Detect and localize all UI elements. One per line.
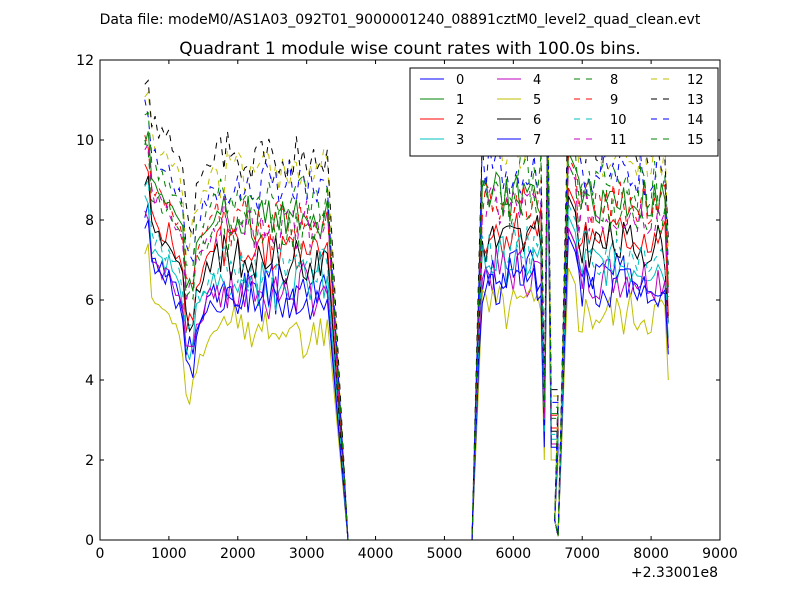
chart-title: Quadrant 1 module wise count rates with … xyxy=(179,39,640,59)
series-line-7 xyxy=(144,151,669,540)
x-tick-label: 8000 xyxy=(633,546,669,562)
x-tick-label: 5000 xyxy=(427,546,463,562)
x-tick-label: 9000 xyxy=(702,546,738,562)
legend-label-1: 1 xyxy=(456,93,464,108)
series-line-12 xyxy=(144,91,669,540)
ticks-layer: 0 1000 2000 3000 4000 5000 6000 7000 8000 9000 0 2 4… xyxy=(76,53,738,562)
y-tick-label: 10 xyxy=(76,133,94,149)
series-layer xyxy=(144,79,669,540)
legend-label-9: 9 xyxy=(610,93,618,108)
y-tick-label: 6 xyxy=(85,293,94,309)
series-line-1 xyxy=(144,123,669,540)
series-line-9 xyxy=(144,119,669,540)
y-tick-label: 8 xyxy=(85,213,94,229)
series-line-15 xyxy=(144,111,669,540)
x-tick-label: 2000 xyxy=(220,546,256,562)
x-tick-label: 6000 xyxy=(496,546,532,562)
y-tick-label: 4 xyxy=(85,373,94,389)
legend-label-11: 11 xyxy=(610,133,627,148)
legend-label-15: 15 xyxy=(687,133,704,148)
x-tick-label: 7000 xyxy=(564,546,600,562)
x-tick-label: 0 xyxy=(96,546,105,562)
series-line-6 xyxy=(144,135,669,540)
x-offset-label: +2.33001e8 xyxy=(631,565,718,581)
series-line-5 xyxy=(144,163,669,540)
legend-label-10: 10 xyxy=(610,113,627,128)
x-tick-label: 4000 xyxy=(358,546,394,562)
series-line-14 xyxy=(144,99,669,540)
legend-label-14: 14 xyxy=(687,113,704,128)
legend-box xyxy=(409,67,719,157)
legend-label-7: 7 xyxy=(533,133,541,148)
x-tick-label: 3000 xyxy=(289,546,325,562)
y-tick-label: 0 xyxy=(85,533,94,549)
legend-label-5: 5 xyxy=(533,93,541,108)
series-line-13 xyxy=(144,79,669,540)
series-line-11 xyxy=(144,115,669,540)
x-tick-label: 1000 xyxy=(151,546,187,562)
y-tick-label: 2 xyxy=(85,453,94,469)
legend-label-13: 13 xyxy=(687,93,704,108)
figure-suptitle: Data file: modeM0/AS1A03_092T01_90000012… xyxy=(100,12,701,28)
legend-label-6: 6 xyxy=(533,113,541,128)
series-line-10 xyxy=(144,131,669,540)
legend-label-12: 12 xyxy=(687,73,704,88)
y-tick-label: 12 xyxy=(76,53,94,69)
legend-label-8: 8 xyxy=(610,73,618,88)
series-line-8 xyxy=(144,115,669,540)
legend-label-3: 3 xyxy=(456,133,464,148)
legend-label-4: 4 xyxy=(533,73,541,88)
series-line-2 xyxy=(144,131,669,540)
legend-label-0: 0 xyxy=(456,73,464,88)
legend-label-2: 2 xyxy=(456,113,464,128)
